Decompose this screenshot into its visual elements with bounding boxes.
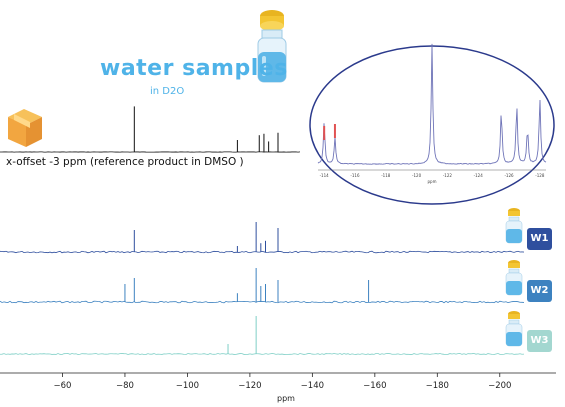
x-axis: −60 −80 −100 −120 −140 −160 −180 −200 ppm xyxy=(0,372,556,403)
page-subtitle: in D2O xyxy=(150,86,185,97)
inset-tick-label-114: -114 xyxy=(320,173,330,178)
spectrum-baseline-w1 xyxy=(0,250,525,254)
x-axis-label: ppm xyxy=(277,394,295,403)
legend-vials xyxy=(505,208,523,347)
page-title: water samples xyxy=(100,56,288,81)
x-tick-label-180: −180 xyxy=(426,381,449,391)
x-tick-label-200: −200 xyxy=(488,381,511,391)
vial-icon xyxy=(257,10,287,83)
inset-tick-label-120: -120 xyxy=(412,173,422,178)
inset-marker-0 xyxy=(323,126,326,140)
inset-zoom: -114 -116 -118 -120 -122 -124 -126 -128 ppm xyxy=(309,43,555,205)
inset-tick-label-118: -118 xyxy=(381,173,391,178)
vial-icon xyxy=(505,311,523,347)
x-tick-label-60: −60 xyxy=(53,381,71,391)
x-tick-label-100: −100 xyxy=(176,381,199,391)
x-tick-label-140: −140 xyxy=(301,381,324,391)
legend-badge-w1: W1 xyxy=(527,228,552,250)
inset-tick-label-128: -128 xyxy=(535,173,545,178)
inset-tick-label-116: -116 xyxy=(350,173,360,178)
x-tick-label-160: −160 xyxy=(363,381,386,391)
inset-tick-label-126: -126 xyxy=(504,173,514,178)
offset-note: x-offset -3 ppm (reference product in DM… xyxy=(6,156,244,168)
inset-x-label: ppm xyxy=(428,179,437,184)
cardboard-box-icon xyxy=(8,109,42,147)
spectrum-baseline-w3 xyxy=(0,353,525,355)
inset-spectrum xyxy=(317,43,547,165)
inset-marker-1 xyxy=(333,124,336,138)
inset-tick-label-124: -124 xyxy=(474,173,484,178)
inset-tick-label-122: -122 xyxy=(443,173,453,178)
spectrum-baseline-w2 xyxy=(0,300,525,304)
legend-badge-w3: W3 xyxy=(527,330,552,352)
spectra-stack xyxy=(0,106,525,355)
x-tick-label-80: −80 xyxy=(116,381,134,391)
x-tick-label-120: −120 xyxy=(238,381,261,391)
legend-badge-w2: W2 xyxy=(527,280,552,302)
vial-icon xyxy=(505,208,523,244)
vial-icon xyxy=(505,260,523,296)
